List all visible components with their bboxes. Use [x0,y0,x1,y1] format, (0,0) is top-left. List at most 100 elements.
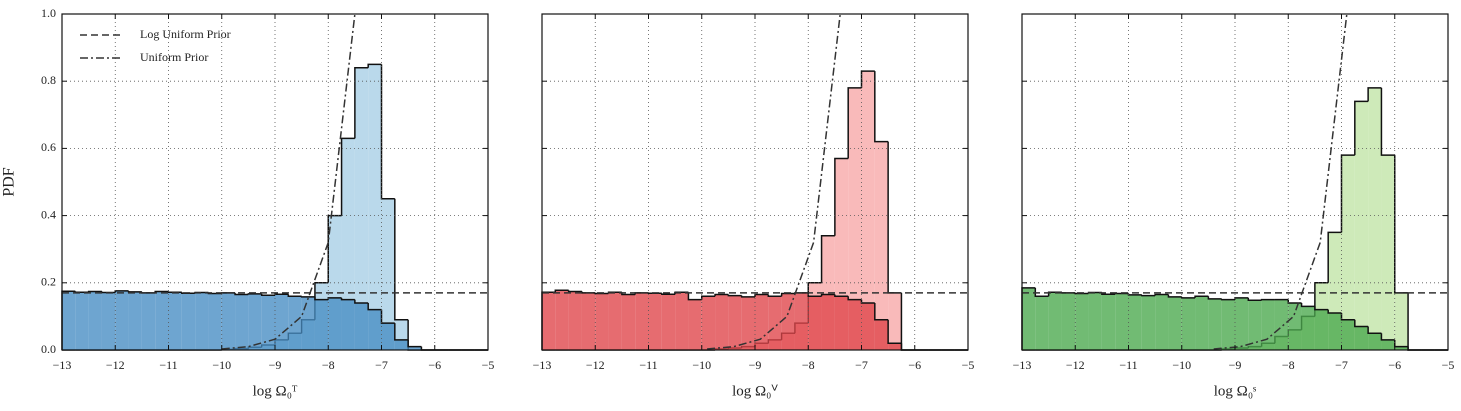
prior-line [707,14,841,350]
histogram-edge [714,293,729,297]
histogram-bar [781,293,795,350]
histogram-bar [381,323,395,350]
histogram-bar [208,293,222,350]
x-tick-label: −10 [212,358,231,372]
panel: −13 −12 −11 −10 −9 −8 −7 −6 −5 0.0 0.2 0.4 0.6 0.8 1.0… [1,6,495,400]
legend-label: Uniform Prior [140,50,208,64]
histogram-bar [848,299,862,350]
histogram-bar [888,343,902,350]
prior-line [1213,14,1348,350]
histogram-bar [62,291,76,350]
y-tick-label: 0.6 [41,140,56,154]
histogram-bar [155,291,169,350]
histogram-edge [567,290,582,293]
histogram-bar [621,294,636,350]
histogram-edge [1394,155,1409,294]
histogram-bar [648,293,662,350]
y-tick-label: 0.0 [41,342,56,356]
histogram-edge [767,294,782,297]
histogram-edge [380,64,395,200]
histogram-bar [235,294,249,350]
histogram-edge [820,235,835,283]
histogram-bar [75,292,89,350]
x-tick-label: −10 [692,358,711,372]
histogram-edge [847,296,862,301]
histogram-bar [408,346,422,350]
histogram-bar [635,292,649,350]
histogram-edge [181,292,196,294]
histogram-edge [1220,298,1235,301]
x-tick-label: −7 [1335,358,1348,372]
histogram-edge [1154,293,1169,296]
histogram-bar [741,296,755,350]
histogram-edge [234,292,249,296]
histogram-edge [900,343,915,351]
histogram-bar [768,296,782,350]
x-tick-label: −6 [1388,358,1401,372]
x-tick-label: −10 [1172,358,1191,372]
x-tick-label: −11 [1119,358,1137,372]
histogram-bar [1195,296,1209,350]
histogram-bar [581,292,596,350]
histogram-bar [1381,339,1395,350]
x-tick-label: −13 [1013,358,1032,372]
histogram-bar [542,292,556,350]
histogram-bar [314,299,329,350]
histogram-edge [1380,333,1395,341]
histogram-edge [1234,297,1249,300]
histogram-edge [1141,294,1156,297]
histogram-edge [74,291,89,293]
histogram-bar [701,296,716,350]
histogram-bar [675,292,689,350]
histogram [61,290,488,351]
histogram-bar [1394,292,1409,350]
histogram-bar [1235,297,1249,350]
x-tick-label: −8 [322,358,335,372]
histogram-edge [1340,313,1355,321]
histogram-edge [300,296,315,298]
histogram-edge [834,157,849,236]
histogram-edge [1407,292,1422,351]
histogram-bar [354,302,369,350]
histogram-bar [1128,294,1142,350]
histogram-edge [1167,294,1182,298]
x-tick-label: −5 [1442,358,1455,372]
histogram-edge [340,297,355,301]
histogram-bar [1354,101,1369,350]
histogram-bar [1155,294,1169,350]
x-tick-label: −12 [106,358,125,372]
histogram-edge [407,319,422,351]
histogram-edge [847,87,862,159]
histogram-bar [1354,326,1369,350]
histogram-bar [728,295,742,350]
histogram-bar [1141,295,1156,350]
histogram-edge [87,290,102,293]
panel: −13 −12 −11 −10 −9 −8 −7 −6 −5 log Ω₀ˢ [1013,13,1455,399]
histogram-edge [367,63,382,68]
histogram-edge [327,214,342,283]
histogram-bar [861,302,875,350]
histogram-bar [248,293,262,350]
histogram-bar [394,339,409,350]
histogram-bar [341,299,355,350]
histogram-bar [595,293,609,350]
histogram-edge [327,297,342,300]
histogram-bar [88,291,102,350]
histogram-bar [128,291,142,350]
histogram-bar [141,292,156,350]
x-tick-label: −6 [908,358,921,372]
x-tick-label: −5 [482,358,495,372]
histogram-bar [101,292,116,350]
histogram-edge [367,302,382,311]
histogram-bar [168,292,182,350]
histogram-edge [1127,293,1142,296]
histogram-edge [1327,231,1342,283]
histogram-bar [381,198,395,350]
histogram-edge [260,293,275,296]
histogram-bar [1088,292,1102,350]
histogram-edge [407,339,422,348]
histogram-bar [1341,155,1355,350]
histogram-bar [1061,292,1076,350]
histogram-edge [1287,299,1302,304]
